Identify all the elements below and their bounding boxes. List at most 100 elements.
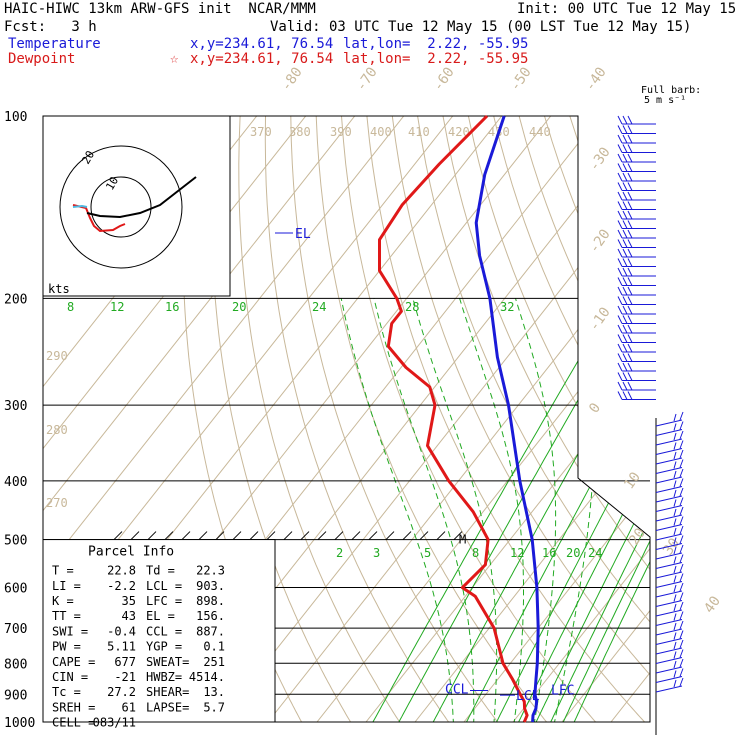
dry-adiabat-line	[442, 116, 650, 722]
wind-barb-flag	[627, 286, 633, 296]
wind-barb	[655, 478, 684, 493]
wind-barb-flag	[673, 603, 677, 612]
wind-barb	[655, 506, 684, 522]
parcel-info-label: K =	[52, 594, 74, 608]
wind-barb-flag	[673, 537, 677, 545]
temperature-line	[474, 115, 540, 723]
wind-barb	[655, 658, 684, 674]
wind-barb-flag	[622, 115, 628, 125]
isotherm-line	[43, 116, 405, 722]
isotherm-tick-label: -60	[430, 64, 458, 94]
dry-adiabat-line	[722, 116, 740, 735]
dry-adiabat-line	[620, 116, 650, 722]
parcel-info-box	[42, 539, 276, 723]
hatch-mark	[113, 531, 123, 540]
moist-adiabat-line	[459, 298, 524, 722]
wind-barb-flag	[617, 315, 623, 324]
wind-barb-flag	[617, 258, 623, 267]
mixing-ratio-line	[365, 270, 632, 722]
wind-barb-flag	[673, 480, 677, 488]
moist-adiabat-line	[412, 298, 498, 722]
wind-barb-flag	[627, 381, 633, 391]
wind-barb-flag	[679, 468, 684, 478]
wind-barb-shaft	[655, 505, 683, 512]
hatch-mark	[402, 531, 412, 540]
isotherm-tick-label: 30	[660, 535, 683, 558]
wind-barb-flag	[622, 153, 628, 163]
isotherm-tick-label: -70	[353, 64, 381, 94]
mixing-ratio-label: 32	[500, 300, 514, 314]
temperature-xy: x,y=234.61, 76.54	[190, 36, 334, 52]
model-title: HAIC-HIWC 13km ARW-GFS init NCAR/MMM	[4, 1, 316, 17]
wind-barb-flag	[622, 134, 628, 144]
mixing-ratio-line	[544, 270, 650, 722]
parcel-info-label: CAPE =	[52, 655, 95, 669]
wind-barb-shaft	[655, 429, 683, 436]
wind-barb	[617, 362, 656, 372]
wind-barb-flag	[622, 381, 628, 391]
parcel-info-value: 083/11	[93, 716, 136, 730]
isotherm-tick-label: -50	[507, 64, 535, 94]
wind-barb	[655, 630, 684, 645]
wind-barb-shaft	[655, 571, 683, 579]
wind-barb-flag	[617, 229, 623, 239]
parcel-info-label: CCL =	[146, 624, 182, 638]
wind-barb-flag	[679, 421, 684, 430]
parcel-info-value: 677	[114, 655, 136, 669]
wind-barb-flag	[627, 210, 633, 220]
wind-barb-shaft	[655, 495, 683, 503]
wind-barb-flag	[679, 535, 684, 544]
hodograph-box	[42, 115, 231, 297]
wind-barb-flag	[622, 324, 628, 334]
mixing-ratio-label: 2	[336, 546, 343, 560]
wind-barb-flag	[627, 239, 633, 248]
parcel-info-value: 27.2	[107, 685, 136, 699]
wind-barb-flag	[679, 506, 684, 516]
wind-barb-flag	[679, 677, 684, 687]
wind-barb	[617, 191, 656, 201]
wind-barb-flag	[622, 125, 628, 134]
hatch-mark	[453, 531, 463, 540]
mixing-ratio-line	[529, 270, 650, 722]
wind-barb-flag	[627, 267, 633, 277]
wind-barb-flag	[679, 620, 684, 630]
wind-barb-flag	[679, 554, 684, 563]
dry-adiabat-line	[210, 116, 359, 722]
wind-barb-shaft	[655, 600, 683, 607]
wind-barb-flag	[673, 632, 677, 640]
wind-barb-flag	[617, 144, 623, 153]
hatch-mark	[283, 531, 293, 540]
hodograph-trace-upper	[86, 176, 197, 219]
mixing-ratio-label: 3	[373, 546, 380, 560]
wind-barb-flag	[622, 391, 628, 400]
wind-barb-flag	[617, 248, 623, 258]
wind-barb-flag	[627, 144, 633, 153]
init-time: Init: 00 UTC Tue 12 May 15	[517, 1, 737, 17]
wind-barb-flag	[622, 286, 628, 296]
dry-adiabat-line	[290, 116, 508, 722]
parcel-info-value: -21	[114, 670, 136, 684]
mixing-ratio-label: 24	[588, 546, 602, 560]
parcel-info-value: 5.11	[107, 640, 136, 654]
wind-barb	[655, 525, 684, 541]
hatch-mark	[130, 531, 140, 540]
lcl-marker-label: LCL	[516, 689, 540, 704]
wind-barb-flag	[622, 248, 628, 258]
parcel-info-label: TT =	[52, 609, 81, 623]
wind-barb-flag	[673, 432, 677, 441]
wind-barb	[617, 229, 656, 239]
mixing-ratio-line	[391, 270, 650, 722]
hatch-mark	[351, 531, 361, 540]
wind-barb-flag	[679, 601, 684, 611]
wind-barb	[655, 620, 684, 636]
wind-barb-flag	[673, 575, 677, 583]
wind-barb	[617, 315, 656, 324]
wind-barb-flag	[627, 172, 633, 182]
dry-adiabat-line	[264, 116, 459, 722]
isotherm-tick-label: 10	[621, 469, 644, 492]
wind-barb	[617, 172, 656, 182]
pressure-tick-label: 400	[4, 475, 27, 490]
dry-adiabat-label: 400	[370, 125, 392, 139]
parcel-info-value: -2.2	[107, 579, 136, 593]
